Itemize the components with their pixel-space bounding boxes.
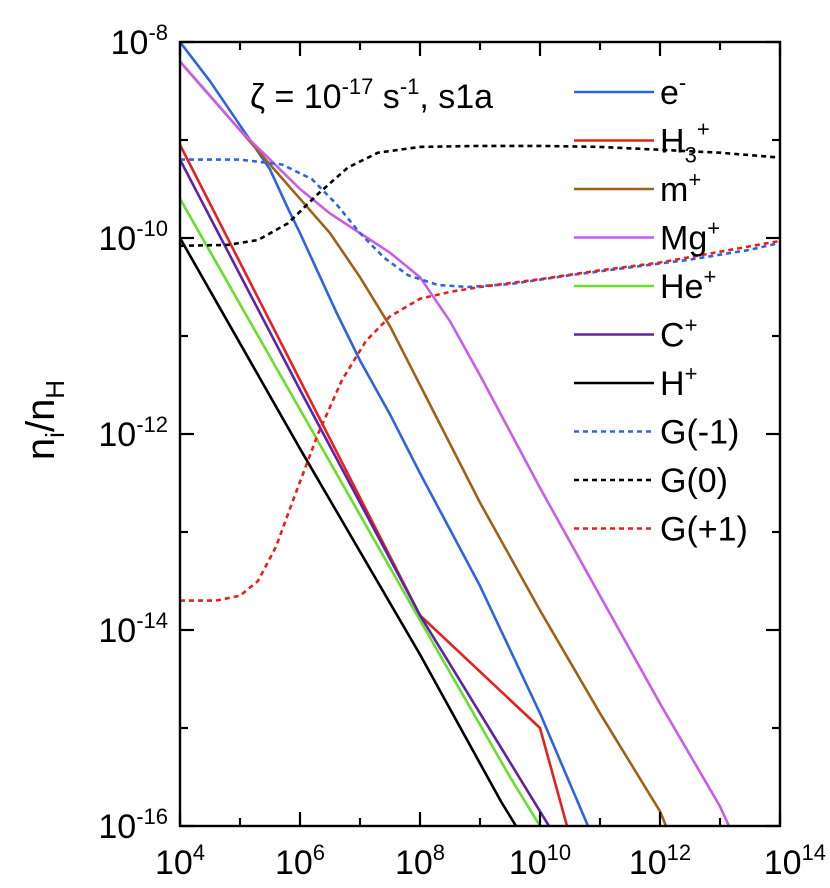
legend-item: e- (574, 70, 686, 112)
axes-layer (178, 40, 782, 828)
legend-item: C+ (574, 313, 697, 355)
legend-label: G(+1) (660, 511, 748, 549)
series-line-he- (180, 198, 542, 826)
x-tick-label: 1012 (629, 840, 691, 882)
series-line-mg- (180, 60, 731, 826)
legend-label: e- (660, 70, 686, 112)
legend-item: He+ (574, 264, 716, 306)
legend-label: m+ (660, 167, 701, 209)
series-line-g-0- (180, 144, 780, 248)
chart-title: ζ = 10-17 s-1, s1a (250, 74, 493, 116)
x-tick-label: 1014 (764, 840, 826, 882)
x-tick-label: 104 (155, 840, 205, 882)
legend: e- H3+m+ Mg+ He+ C+ H+ G(-1) G(0) G(+1) (574, 70, 748, 549)
y-axis-label: ni/nH (19, 380, 70, 460)
legend-label: G(-1) (660, 414, 739, 452)
legend-item: Mg+ (574, 216, 720, 258)
series-line-g-1- (180, 158, 780, 289)
y-tick-label: 10-8 (111, 20, 168, 62)
series-line-g-1- (180, 239, 780, 602)
y-tick-label: 10-12 (98, 412, 168, 454)
legend-label: H3+ (660, 117, 710, 168)
legend-item: G(-1) (574, 414, 739, 452)
legend-item: H3+ (574, 117, 710, 168)
legend-label: Mg+ (660, 216, 720, 258)
legend-item: G(0) (574, 462, 728, 500)
x-tick-label: 108 (395, 840, 445, 882)
legend-label: G(0) (660, 462, 728, 500)
y-tick-label: 10-10 (98, 216, 168, 258)
x-tick-label: 106 (275, 840, 325, 882)
series-line-h- (180, 237, 518, 826)
series-line-e- (180, 42, 590, 826)
y-tick-label: 10-16 (98, 804, 168, 846)
x-tick-label: 1010 (509, 840, 571, 882)
series-layer (180, 42, 780, 826)
legend-item: m+ (574, 167, 701, 209)
labels-layer: 104 106 108 1010 1012 1014 10-8 10-10 10-12 10-14… (19, 20, 826, 882)
series-line-c- (180, 158, 551, 826)
legend-label: C+ (660, 313, 697, 355)
legend-item: H+ (574, 361, 697, 403)
legend-item: G(+1) (574, 511, 748, 549)
legend-label: H+ (660, 361, 697, 403)
y-tick-label: 10-14 (98, 608, 168, 650)
legend-label: He+ (660, 264, 716, 306)
